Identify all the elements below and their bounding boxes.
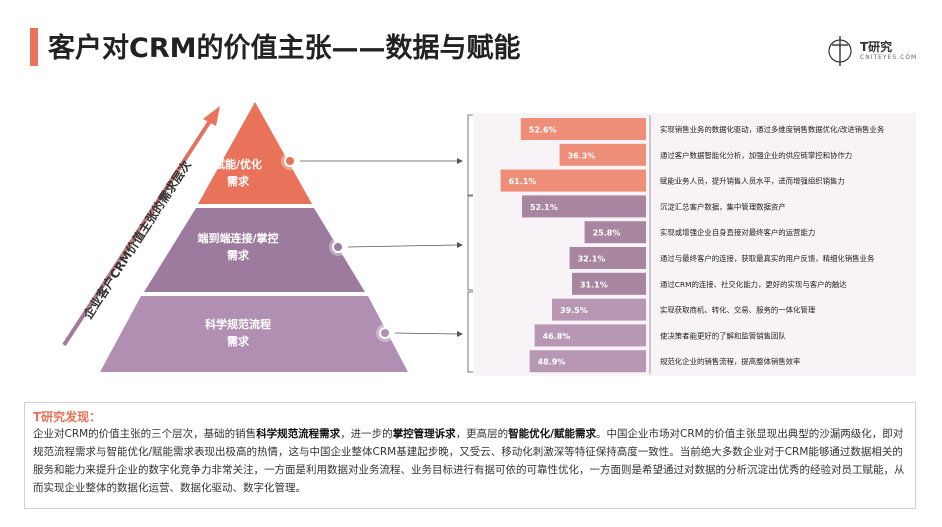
bar-value-label: 48.9% [538, 358, 566, 367]
axis-arrow-head-icon [203, 106, 220, 126]
bar-value-label: 36.3% [568, 151, 596, 160]
bar [520, 118, 646, 140]
category-label: 规范化企业的销售流程，提高整体销售效率 [660, 357, 801, 366]
tier-bracket [467, 114, 473, 196]
category-label: 实现销售业务的数据化驱动，通过多维度销售数据优化/改进销售业务 [660, 125, 885, 134]
pyramid-tier-1-label: 赋能/优化 [214, 157, 262, 171]
category-label: 实现或增强企业自身直接对最终客户的运营能力 [660, 228, 815, 237]
tier-connector-dot [332, 241, 344, 253]
bar [500, 169, 646, 192]
bar [569, 247, 646, 269]
tier-connector-arrow-icon [457, 242, 463, 248]
page-title: 客户对CRM的价值主张——数据与赋能 [48, 33, 521, 64]
tier-connector-line [347, 244, 458, 248]
pyramid-tier-3-label: 需求 [227, 334, 250, 348]
logo-url-text: CNITEYES.COM [860, 54, 918, 61]
category-label: 通过CRM的连接、社交化能力，更好的实现与客户的触达 [660, 280, 847, 289]
finding-bold-process: 科学规范流程需求 [256, 428, 341, 440]
tier-bracket [467, 291, 473, 373]
category-label: 赋能业务人员，提升销售人员水平，进而增强组织销售力 [660, 177, 845, 186]
finding-text-3: ，更高层的 [455, 428, 509, 440]
logo-brand-text: T研究 [860, 40, 893, 54]
tier-connector-arrow-icon [457, 158, 463, 164]
finding-text-2: ，进一步的 [340, 428, 393, 440]
bar-value-label: 52.1% [530, 203, 558, 212]
brand-logo: T研究 CNITEYES.COM [826, 36, 922, 66]
bar-value-label: 52.6% [529, 126, 557, 135]
category-label: 实现获取商机、转化、交易、服务的一体化管理 [660, 306, 816, 315]
tier-connector-arrow-icon [457, 331, 463, 337]
bar [522, 195, 646, 218]
finding-bold-control: 掌控管理诉求 [392, 428, 456, 440]
bar [559, 143, 646, 166]
research-finding-box: T研究发现： 企业对CRM的价值主张的三个层次，基础的销售科学规范流程需求，进一… [24, 402, 916, 509]
axis-arrow-shaft [62, 116, 214, 347]
tier-connector-line [394, 332, 458, 335]
bar-value-label: 31.1% [580, 280, 608, 289]
bar [529, 350, 646, 373]
bar-value-label: 46.8% [543, 332, 571, 341]
tier-connector-dot [379, 327, 391, 339]
demand-pyramid-chart: 企业客户CRM价值主张的需求层次 赋能/优化需求端到端连接/掌控需求科学规范流程… [62, 102, 916, 376]
bar [534, 324, 646, 347]
bar-value-label: 32.1% [578, 255, 606, 264]
bar-value-label: 25.8% [593, 229, 621, 238]
finding-heading: T研究发现： [33, 410, 102, 424]
logo-mark-icon [828, 36, 852, 66]
pyramid-tier-1-label: 需求 [227, 174, 250, 188]
finding-text-1: 企业对CRM的价值主张的三个层次，基础的销售 [33, 428, 257, 440]
category-label: 通过客户数据智能化分析，加强企业的供应链掌控和协作力 [660, 151, 852, 160]
category-label: 通过与最终客户的连接，获取最真实的用户反馈，精细化销售业务 [660, 254, 875, 263]
pyramid-tier-1 [198, 102, 312, 204]
bar-value-label: 61.1% [509, 177, 537, 186]
tier-connector-dot [284, 155, 296, 167]
pyramid-tier-2-label: 端到端连接/掌控 [197, 231, 278, 245]
bar [571, 272, 646, 295]
tier-bracket [467, 195, 473, 291]
pyramid-tier-3 [100, 296, 408, 372]
finding-text-4: 。中国企业市场对CRM的价值主张显现出典型的沙漏两级化，即对规范流程需求与智能优… [33, 428, 905, 494]
bar [584, 221, 646, 244]
bar-value-label: 39.5% [560, 306, 588, 315]
title-accent-bar [30, 28, 38, 66]
pyramid-tier-3-label: 科学规范流程 [205, 317, 271, 331]
finding-bold-enable: 智能优化/赋能需求 [508, 428, 597, 440]
bar [551, 298, 646, 321]
pyramid-tier-2 [144, 208, 365, 292]
pyramid-tier-2-label: 需求 [227, 248, 250, 262]
finding-body: 企业对CRM的价值主张的三个层次，基础的销售科学规范流程需求，进一步的掌控管理诉… [33, 425, 909, 497]
category-label: 使决策者能更好的了解和监管销售团队 [660, 331, 786, 340]
category-label: 沉淀汇总客户数据，集中管理数据资产 [660, 202, 786, 211]
